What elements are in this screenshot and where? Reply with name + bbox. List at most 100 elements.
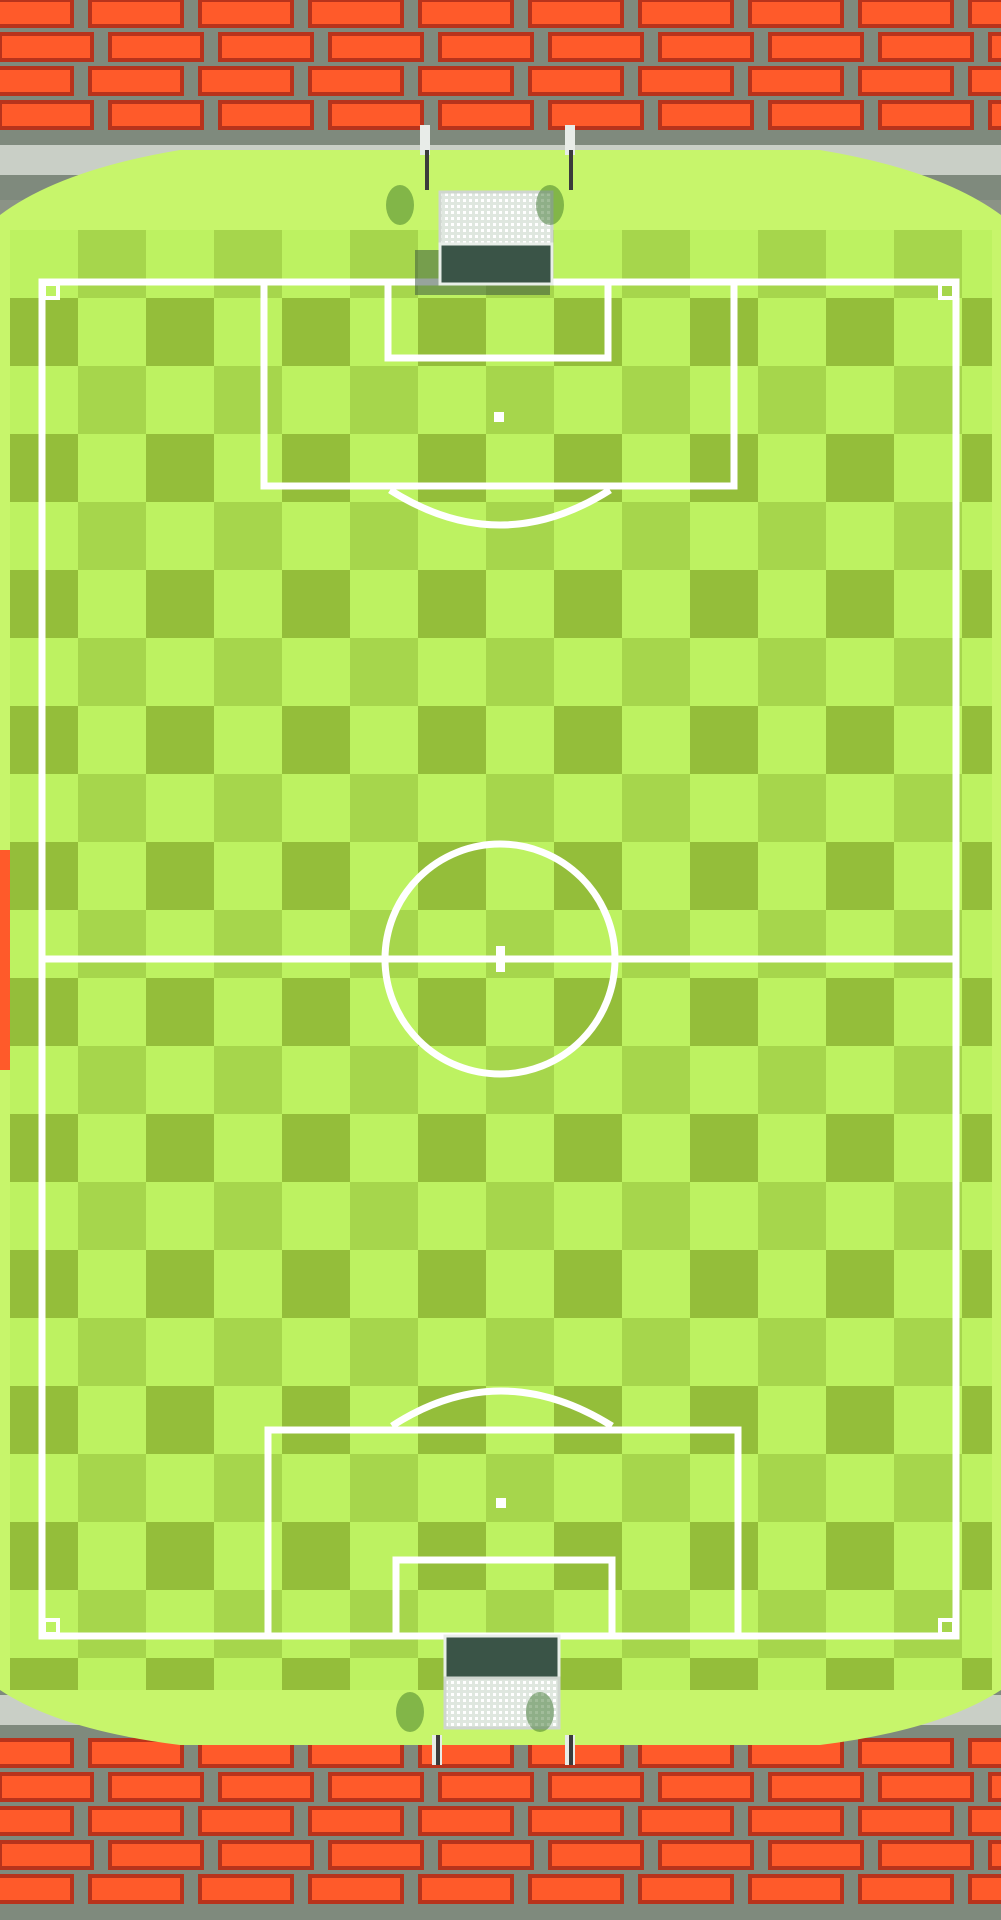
stand-seat (638, 0, 734, 28)
pitch-tile (690, 638, 758, 706)
pitch-tile (690, 1454, 758, 1522)
pitch-tile (894, 366, 962, 434)
stand-seat (0, 1874, 74, 1904)
stand-seat (858, 1874, 954, 1904)
pitch-tile (554, 434, 622, 502)
pitch-tile (78, 1318, 146, 1386)
pitch-tile (962, 706, 992, 774)
stand-seat (88, 0, 184, 28)
stand-seat (0, 32, 94, 62)
pitch-tile (486, 1250, 554, 1318)
pitch-tile (282, 774, 350, 842)
pitch-tile (758, 774, 826, 842)
pitch-tile (622, 978, 690, 1046)
pitch-tile (690, 1318, 758, 1386)
pitch-tile (826, 502, 894, 570)
pitch-tile (826, 1658, 894, 1690)
pitch-tile (350, 1114, 418, 1182)
stand-seat (658, 1840, 754, 1870)
center-spot (496, 946, 505, 972)
pitch-tile (894, 1454, 962, 1522)
stand-seat (88, 1738, 184, 1768)
stand-seat (748, 1806, 844, 1836)
corner-flag-nw (42, 282, 60, 300)
pitch-tile (486, 638, 554, 706)
floodlight (536, 125, 575, 225)
pitch-tile (826, 1046, 894, 1114)
stand-seat (0, 1806, 74, 1836)
stand-seat (988, 32, 1001, 62)
pitch-tile (350, 366, 418, 434)
north-goal (415, 190, 554, 295)
stand-seat (638, 1874, 734, 1904)
stand-seat (418, 1874, 514, 1904)
stand-seat (108, 1840, 204, 1870)
pitch-tile (690, 706, 758, 774)
pitch-tile (622, 1590, 690, 1658)
pitch-tile (758, 1046, 826, 1114)
pitch-tile (894, 978, 962, 1046)
pitch-tile (826, 230, 894, 298)
pitch-tile (690, 1046, 758, 1114)
stand-seat (328, 100, 424, 130)
pitch-tile (622, 230, 690, 298)
stand-seat (0, 100, 94, 130)
pitch-tile (146, 1250, 214, 1318)
pitch-tile (554, 1658, 622, 1690)
stand-seat (988, 1840, 1001, 1870)
pitch-tile (282, 1046, 350, 1114)
pitch-tile (350, 1658, 418, 1690)
pitch-tile (146, 298, 214, 366)
stand-seat (768, 100, 864, 130)
stand-seat (0, 1738, 74, 1768)
pitch-tile (894, 1522, 962, 1590)
pitch-tile (214, 366, 282, 434)
pitch-tile (146, 1182, 214, 1250)
pitch-tile (350, 774, 418, 842)
pitch-tile (78, 1590, 146, 1658)
pitch-tile (350, 1590, 418, 1658)
stand-seat (198, 1806, 294, 1836)
pitch-tile (962, 1318, 992, 1386)
pitch-tile (894, 1590, 962, 1658)
pitch-tile (78, 1250, 146, 1318)
pitch-tile (214, 1114, 282, 1182)
stand-seat (418, 1806, 514, 1836)
pitch-tile (214, 434, 282, 502)
pitch-tile (486, 774, 554, 842)
pitch-tile (10, 1658, 78, 1690)
pitch-tile (962, 502, 992, 570)
pitch-tile (214, 1250, 282, 1318)
stand-seat (108, 100, 204, 130)
pitch-tile (418, 1318, 486, 1386)
pitch-tile (758, 1522, 826, 1590)
pitch-tile (690, 502, 758, 570)
pitch-tile (350, 1250, 418, 1318)
pitch-tile (146, 570, 214, 638)
pitch-tile (690, 434, 758, 502)
pitch-tile (826, 978, 894, 1046)
stand-seat (88, 1874, 184, 1904)
south-penalty-arc (390, 1387, 614, 1429)
pitch-tile (622, 774, 690, 842)
pitch-tile (894, 230, 962, 298)
pitch-tile (622, 1182, 690, 1250)
stand-seat (858, 66, 954, 96)
pitch-tile (826, 1386, 894, 1454)
stand-seat (0, 0, 74, 28)
pitch-tile (146, 366, 214, 434)
stand-seat (218, 1772, 314, 1802)
stand-seat (858, 1738, 954, 1768)
pitch-tile (690, 910, 758, 978)
pitch-tile (622, 1250, 690, 1318)
stand-seat (548, 100, 644, 130)
pitch-tile (418, 1522, 486, 1590)
pitch-tile (78, 434, 146, 502)
stand-seat (198, 1874, 294, 1904)
pitch-tile (350, 978, 418, 1046)
pitch-tile (282, 1250, 350, 1318)
pitch-tile (214, 1658, 282, 1690)
floodlight (396, 1692, 442, 1765)
stand-seat (438, 32, 534, 62)
pitch-tile (622, 366, 690, 434)
